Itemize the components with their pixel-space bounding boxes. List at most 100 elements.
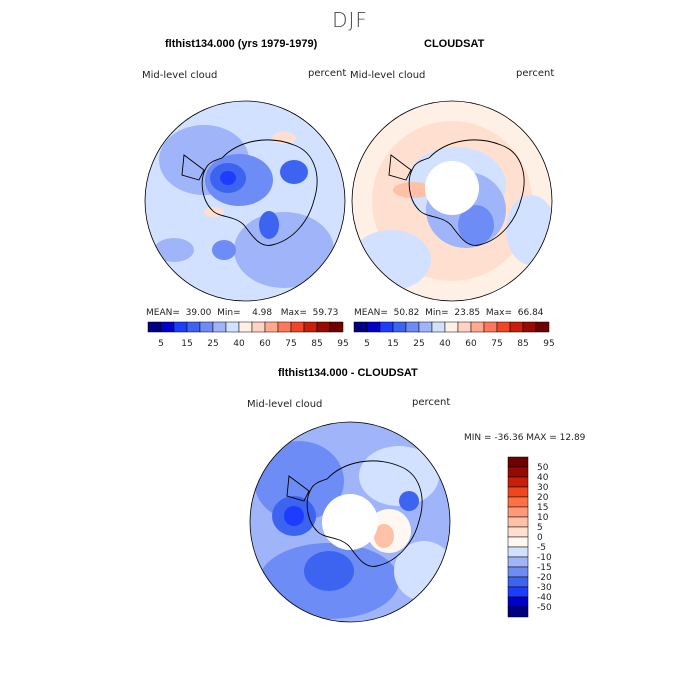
panel1-map: [144, 100, 346, 302]
panel3-colorbar-tick-label: 5: [537, 523, 543, 533]
panel3-colorbar-swatch: [507, 536, 529, 548]
panel2-colorbar-swatch: [379, 321, 394, 333]
panel1-colorbar-tick-label: 25: [207, 339, 218, 349]
panel1-stats: MEAN= 39.00 Min= 4.98 Max= 59.73: [146, 308, 338, 318]
panel2-colorbar-tick-label: 25: [413, 339, 424, 349]
panel3-colorbar-swatch: [507, 586, 529, 598]
panel2-field-c: [506, 195, 552, 265]
panel3-colorbar-tick-label: 15: [537, 503, 548, 513]
panel2-colorbar: 5 15 25 40 60 75 85 95: [353, 321, 555, 349]
panel1-colorbar-swatch: [225, 321, 240, 333]
panel1-colorbar-swatch: [264, 321, 279, 333]
panel3-colorbar-swatch: [507, 476, 529, 488]
panel2-colorbar-swatch: [483, 321, 498, 333]
panel3-colorbar-swatch: [507, 596, 529, 608]
panel2-title: CLOUDSAT: [424, 38, 485, 50]
panel2-colorbar-swatch: [418, 321, 433, 333]
panel2-colorbar-tick-label: 60: [465, 339, 477, 349]
panel1-max-label: Max=: [280, 308, 307, 318]
panel3-colorbar-tick-label: 50: [537, 463, 549, 473]
panel2-max: 66.84: [517, 308, 544, 318]
panel3-colorbar-swatch: [507, 456, 529, 468]
panel3-range: MIN = -36.36 MAX = 12.89: [464, 433, 586, 443]
panel3-colorbar-swatch: [507, 466, 529, 478]
panel3-field-a: [254, 441, 344, 521]
panel1-colorbar-swatch: [329, 321, 344, 333]
panel3-colorbar-tick-label: 0: [537, 533, 543, 543]
panel3-colorbar-tick-label: -30: [537, 583, 552, 593]
panel3-colorbar-swatch: [507, 606, 529, 618]
panel2-mean: 50.82: [393, 308, 420, 318]
panel2-colorbar-swatch: [509, 321, 524, 333]
panel2-colorbar-swatch: [457, 321, 472, 333]
panel3-colorbar-swatch: [507, 526, 529, 538]
panel1-field-b: [234, 212, 334, 288]
panel1-colorbar-swatch: [212, 321, 227, 333]
panel2-colorbar-swatch: [496, 321, 511, 333]
panel2-colorbar-tick-label: 75: [491, 339, 502, 349]
panel3-antarctica-coast: [286, 460, 423, 567]
panel3-colorbar-tick-label: 30: [537, 483, 549, 493]
panel1-colorbar-tick-label: 40: [233, 339, 245, 349]
panel1-colorbar-swatch: [238, 321, 253, 333]
panel3-colorbar-swatch: [507, 496, 529, 508]
panel1-colorbar-swatch: [186, 321, 201, 333]
panel2-min: 23.85: [454, 308, 481, 318]
panel2-colorbar-tick-label: 5: [364, 339, 370, 349]
panel3-colorbar-tick-label: -50: [537, 603, 552, 613]
panel3-colorbar-tick-label: 20: [537, 493, 549, 503]
panel2-antarctica-coast: [388, 139, 525, 246]
panel3-field-f: [284, 506, 304, 526]
panel2-mean-label: MEAN=: [354, 308, 388, 318]
panel2-field-f: [458, 205, 494, 245]
panel3-colorbar-tick-label: -10: [537, 553, 552, 563]
panel3-field-j: [399, 491, 419, 511]
panel2-units: percent: [516, 68, 555, 79]
panel1-max: 59.73: [312, 308, 339, 318]
panel1-field-k: [154, 238, 194, 262]
panel2-map: [351, 100, 553, 302]
panel1-min: 4.98: [252, 308, 273, 318]
panel3-colorbar-tick-label: -40: [537, 593, 552, 603]
panel2-colorbar-tick-label: 40: [439, 339, 451, 349]
panel2-colorbar-tick-label: 85: [517, 339, 528, 349]
panel1-title: flthist134.000 (yrs 1979-1979): [165, 38, 318, 50]
panel2-min-label: Min=: [425, 308, 449, 318]
panel1-colorbar-swatch: [316, 321, 331, 333]
panel2-colorbar-tick-label: 15: [387, 339, 398, 349]
panel3-title: flthist134.000 - CLOUDSAT: [278, 367, 418, 379]
panel2-field-b: [352, 230, 431, 290]
panel1-var-label: Mid-level cloud: [142, 70, 218, 81]
panel3-colorbar-tick-label: -20: [537, 573, 552, 583]
panel3-map: [249, 421, 451, 623]
panel3-colorbar-swatch: [507, 546, 529, 558]
panel1-colorbar-swatch: [173, 321, 188, 333]
panel3-colorbar-swatch: [507, 576, 529, 588]
panel1-colorbar-swatch: [147, 321, 162, 333]
panel2-colorbar-swatch: [470, 321, 485, 333]
panel3-colorbar-swatch: [507, 566, 529, 578]
panel1-antarctica-coast: [181, 139, 318, 246]
panel2-colorbar-tick-label: 95: [543, 339, 554, 349]
panel1-field-f: [280, 160, 308, 184]
panel2-stats: MEAN= 50.82 Min= 23.85 Max= 66.84: [354, 308, 544, 318]
panel3-colorbar-swatch: [507, 506, 529, 518]
panel1-colorbar-swatch: [303, 321, 318, 333]
panel3-colorbar-swatch: [507, 556, 529, 568]
panel2-var-label: Mid-level cloud: [350, 70, 426, 81]
panel1-field-e: [220, 171, 236, 185]
panel2-colorbar-swatch: [444, 321, 459, 333]
panel1-colorbar-tick-label: 85: [311, 339, 322, 349]
panel3-colorbar-tick-label: -15: [537, 563, 552, 573]
panel1-mean-label: MEAN=: [146, 308, 180, 318]
panel1-colorbar-tick-label: 75: [285, 339, 296, 349]
season-title: DJF: [332, 8, 368, 32]
panel3-field-g: [304, 551, 354, 591]
panel2-colorbar-swatch: [366, 321, 381, 333]
panel1-colorbar-swatch: [251, 321, 266, 333]
panel3-colorbar-tick-label: 10: [537, 513, 549, 523]
panel1-colorbar-tick-label: 5: [158, 339, 164, 349]
panel3-field-i: [374, 524, 394, 548]
panel2-colorbar-swatch: [535, 321, 550, 333]
